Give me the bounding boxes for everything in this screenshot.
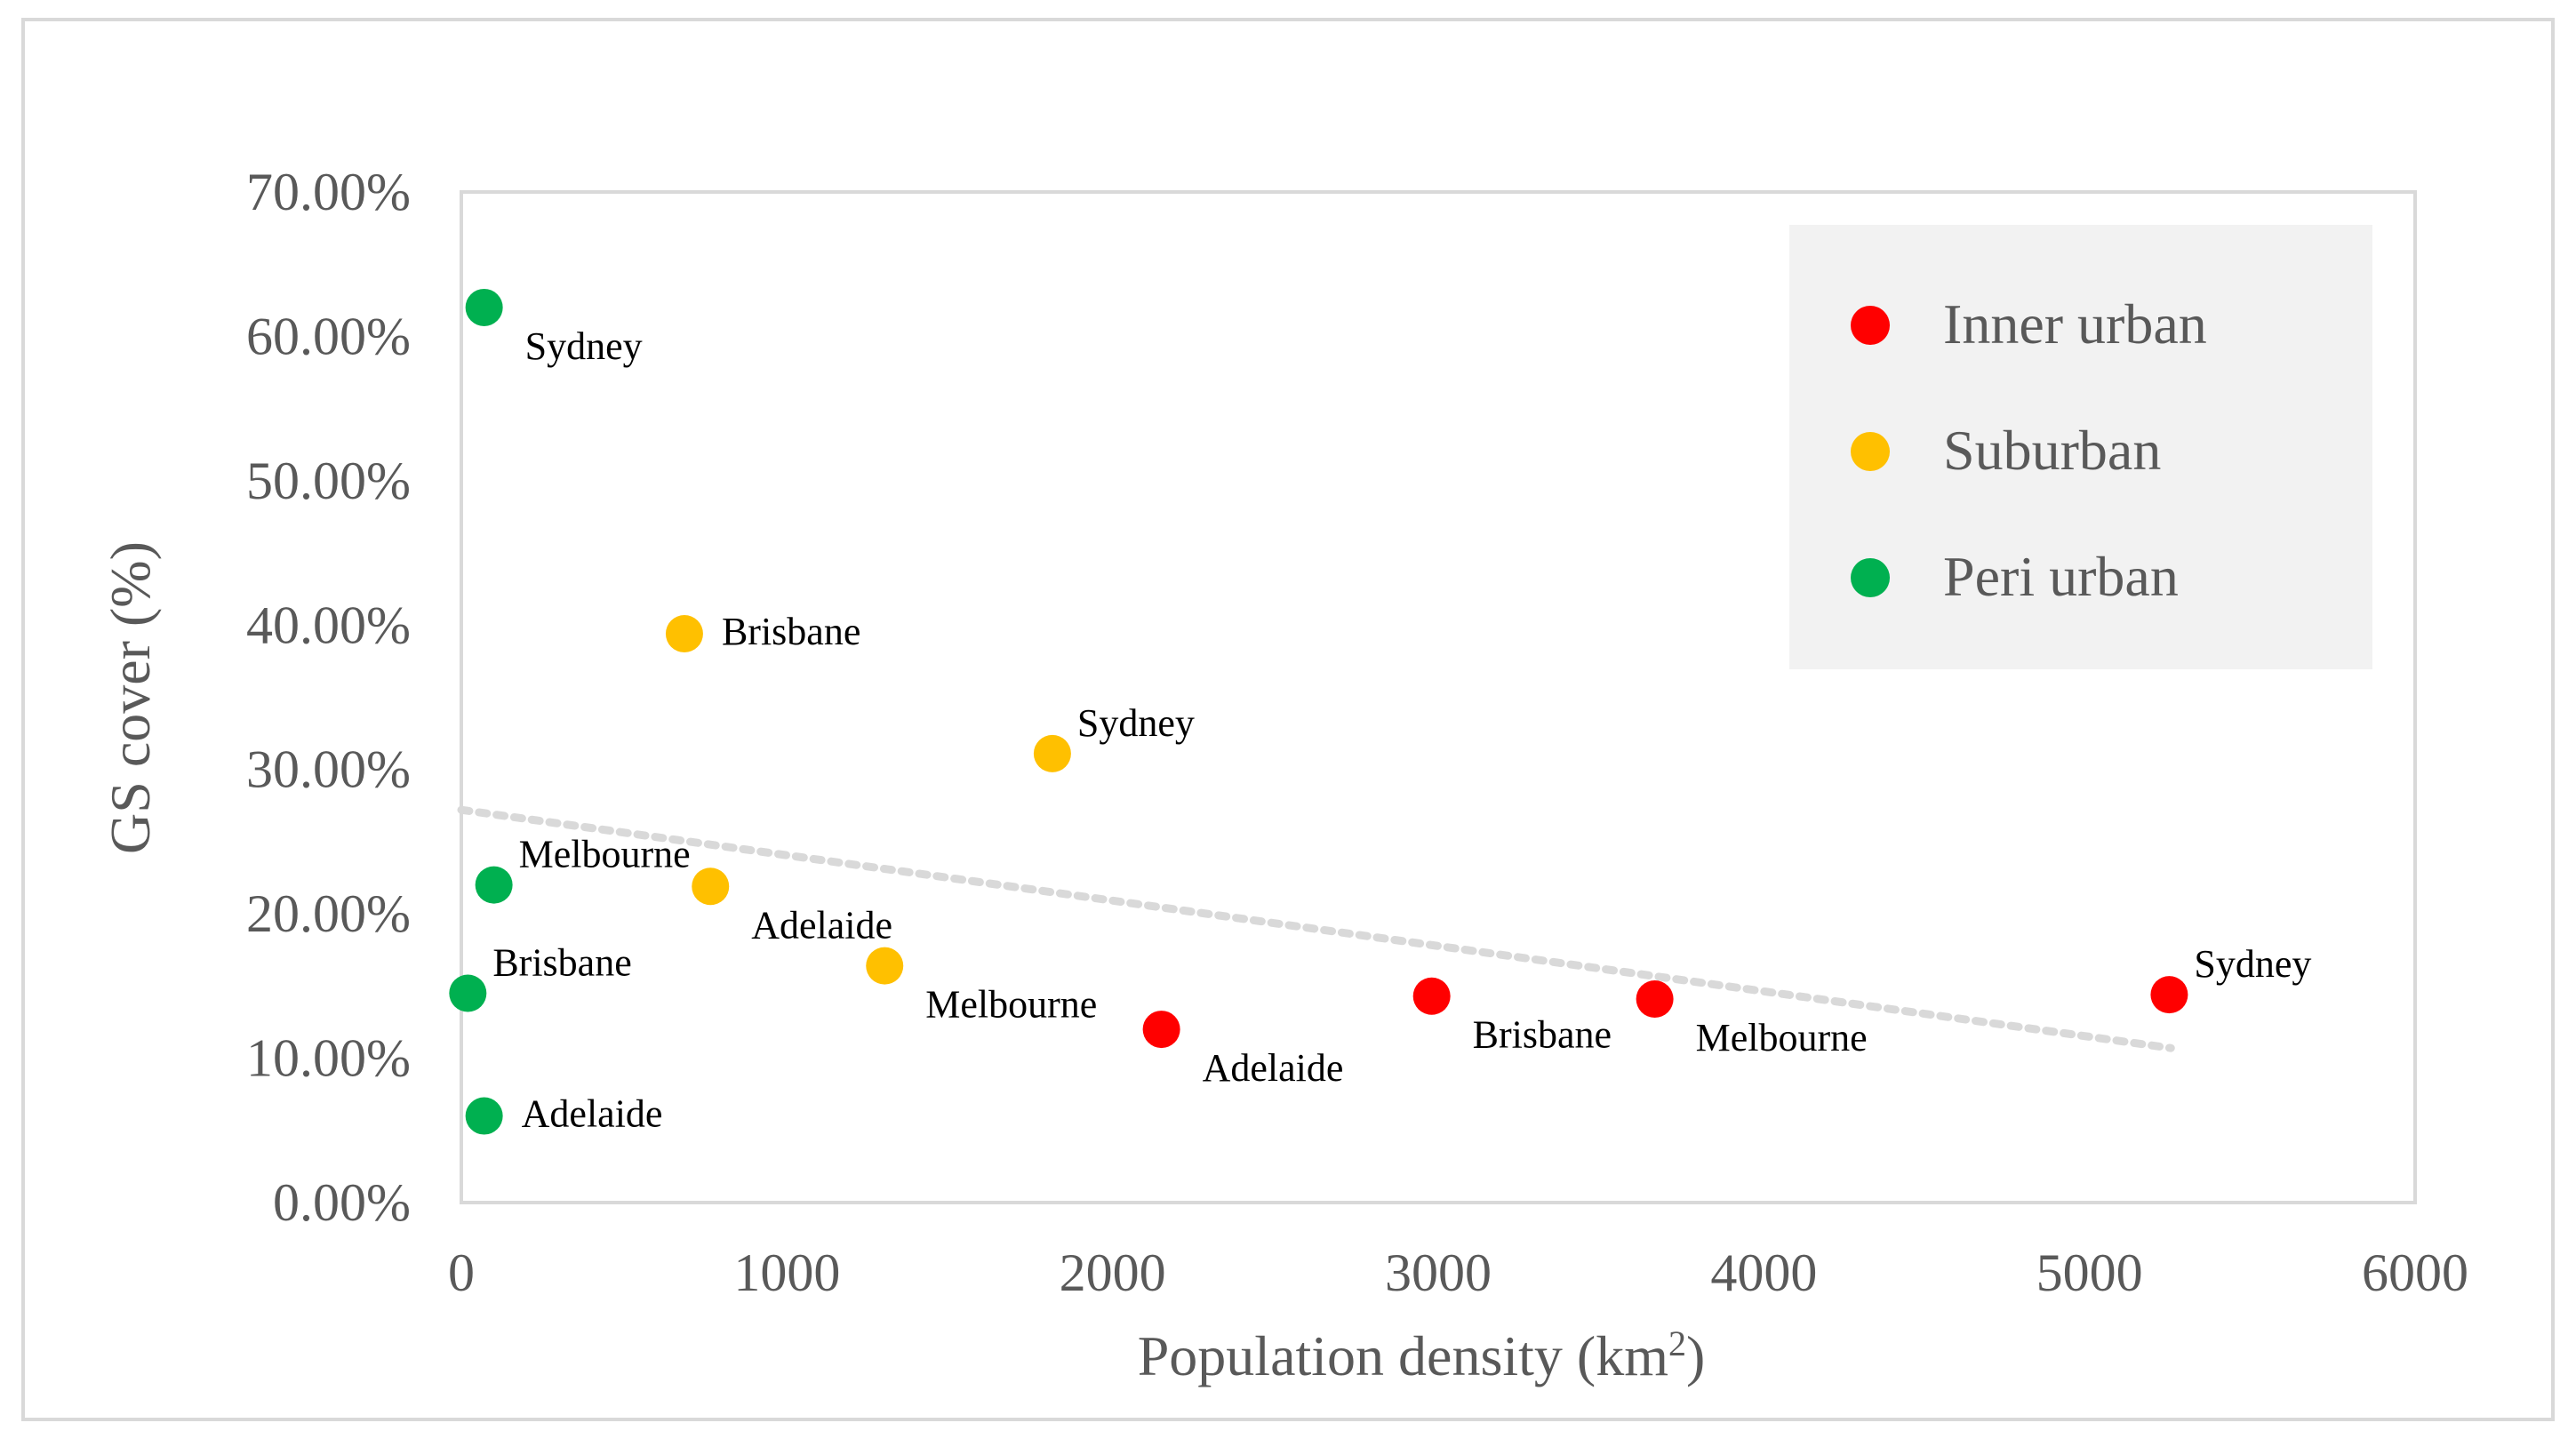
data-label: Brisbane xyxy=(1473,1013,1612,1057)
data-label: Adelaide xyxy=(1203,1046,1344,1090)
data-label: Brisbane xyxy=(722,610,860,653)
data-point xyxy=(465,288,503,326)
data-label: Melbourne xyxy=(519,833,691,876)
x-tick-label: 0 xyxy=(448,1243,475,1302)
plot-area xyxy=(460,190,2417,1204)
x-tick-label: 5000 xyxy=(2036,1243,2143,1302)
y-tick-label: 30.00% xyxy=(246,740,411,799)
trendline-layer xyxy=(457,805,2175,1052)
data-point xyxy=(1033,734,1071,772)
legend-label: Inner urban xyxy=(1943,292,2207,356)
y-tick-label: 0.00% xyxy=(273,1173,411,1232)
x-axis-title-main: Population density (km xyxy=(1138,1324,1668,1387)
data-point xyxy=(1636,979,1674,1018)
data-label: Melbourne xyxy=(1696,1016,1868,1059)
y-tick-label: 40.00% xyxy=(246,596,411,654)
legend-marker xyxy=(1851,558,1890,597)
x-tick-label: 2000 xyxy=(1060,1243,1166,1302)
data-point xyxy=(1412,977,1451,1015)
data-point xyxy=(2150,976,2188,1014)
data-label: Melbourne xyxy=(925,983,1097,1027)
data-label: Sydney xyxy=(1077,701,1195,745)
y-tick-label: 50.00% xyxy=(246,452,411,510)
data-points xyxy=(449,288,2188,1135)
x-axis-ticks: 0 1000 2000 3000 4000 5000 6000 xyxy=(448,1243,2468,1302)
legend-label: Peri urban xyxy=(1943,545,2179,608)
data-label: Adelaide xyxy=(522,1092,663,1136)
data-point xyxy=(475,866,513,904)
y-tick-label: 60.00% xyxy=(246,307,411,365)
x-tick-label: 1000 xyxy=(733,1243,840,1302)
data-label: Sydney xyxy=(525,324,643,368)
y-tick-label: 70.00% xyxy=(246,163,411,221)
y-tick-label: 20.00% xyxy=(246,884,411,943)
y-axis-title: GS cover (%) xyxy=(99,541,162,854)
legend-marker xyxy=(1851,306,1890,345)
data-point xyxy=(692,867,730,906)
data-label: Brisbane xyxy=(492,940,631,984)
trendline xyxy=(457,805,2175,1052)
data-point xyxy=(1142,1011,1180,1049)
legend-label: Suburban xyxy=(1943,419,2161,482)
data-point xyxy=(465,1097,503,1135)
data-label: Adelaide xyxy=(751,903,892,947)
x-axis-title-close: ) xyxy=(1686,1324,1705,1387)
legend: Inner urban Suburban Peri urban xyxy=(1851,292,2207,608)
data-point xyxy=(866,947,904,985)
data-point xyxy=(449,974,487,1012)
x-tick-label: 4000 xyxy=(1710,1243,1817,1302)
x-tick-label: 6000 xyxy=(2362,1243,2468,1302)
x-tick-label: 3000 xyxy=(1385,1243,1492,1302)
data-label: Sydney xyxy=(2194,942,2311,986)
x-axis-title-sup: 2 xyxy=(1668,1323,1686,1363)
data-point xyxy=(665,615,703,653)
data-labels: Adelaide Brisbane Melbourne Sydney Brisbane A… xyxy=(492,324,2311,1136)
y-axis-ticks: 0.00% 10.00% 20.00% 30.00% 40.00% 50.00% 60.00… xyxy=(246,163,411,1232)
legend-marker xyxy=(1851,432,1890,471)
y-tick-label: 10.00% xyxy=(246,1029,411,1088)
x-axis-title: Population density (km2) xyxy=(1138,1323,1706,1387)
